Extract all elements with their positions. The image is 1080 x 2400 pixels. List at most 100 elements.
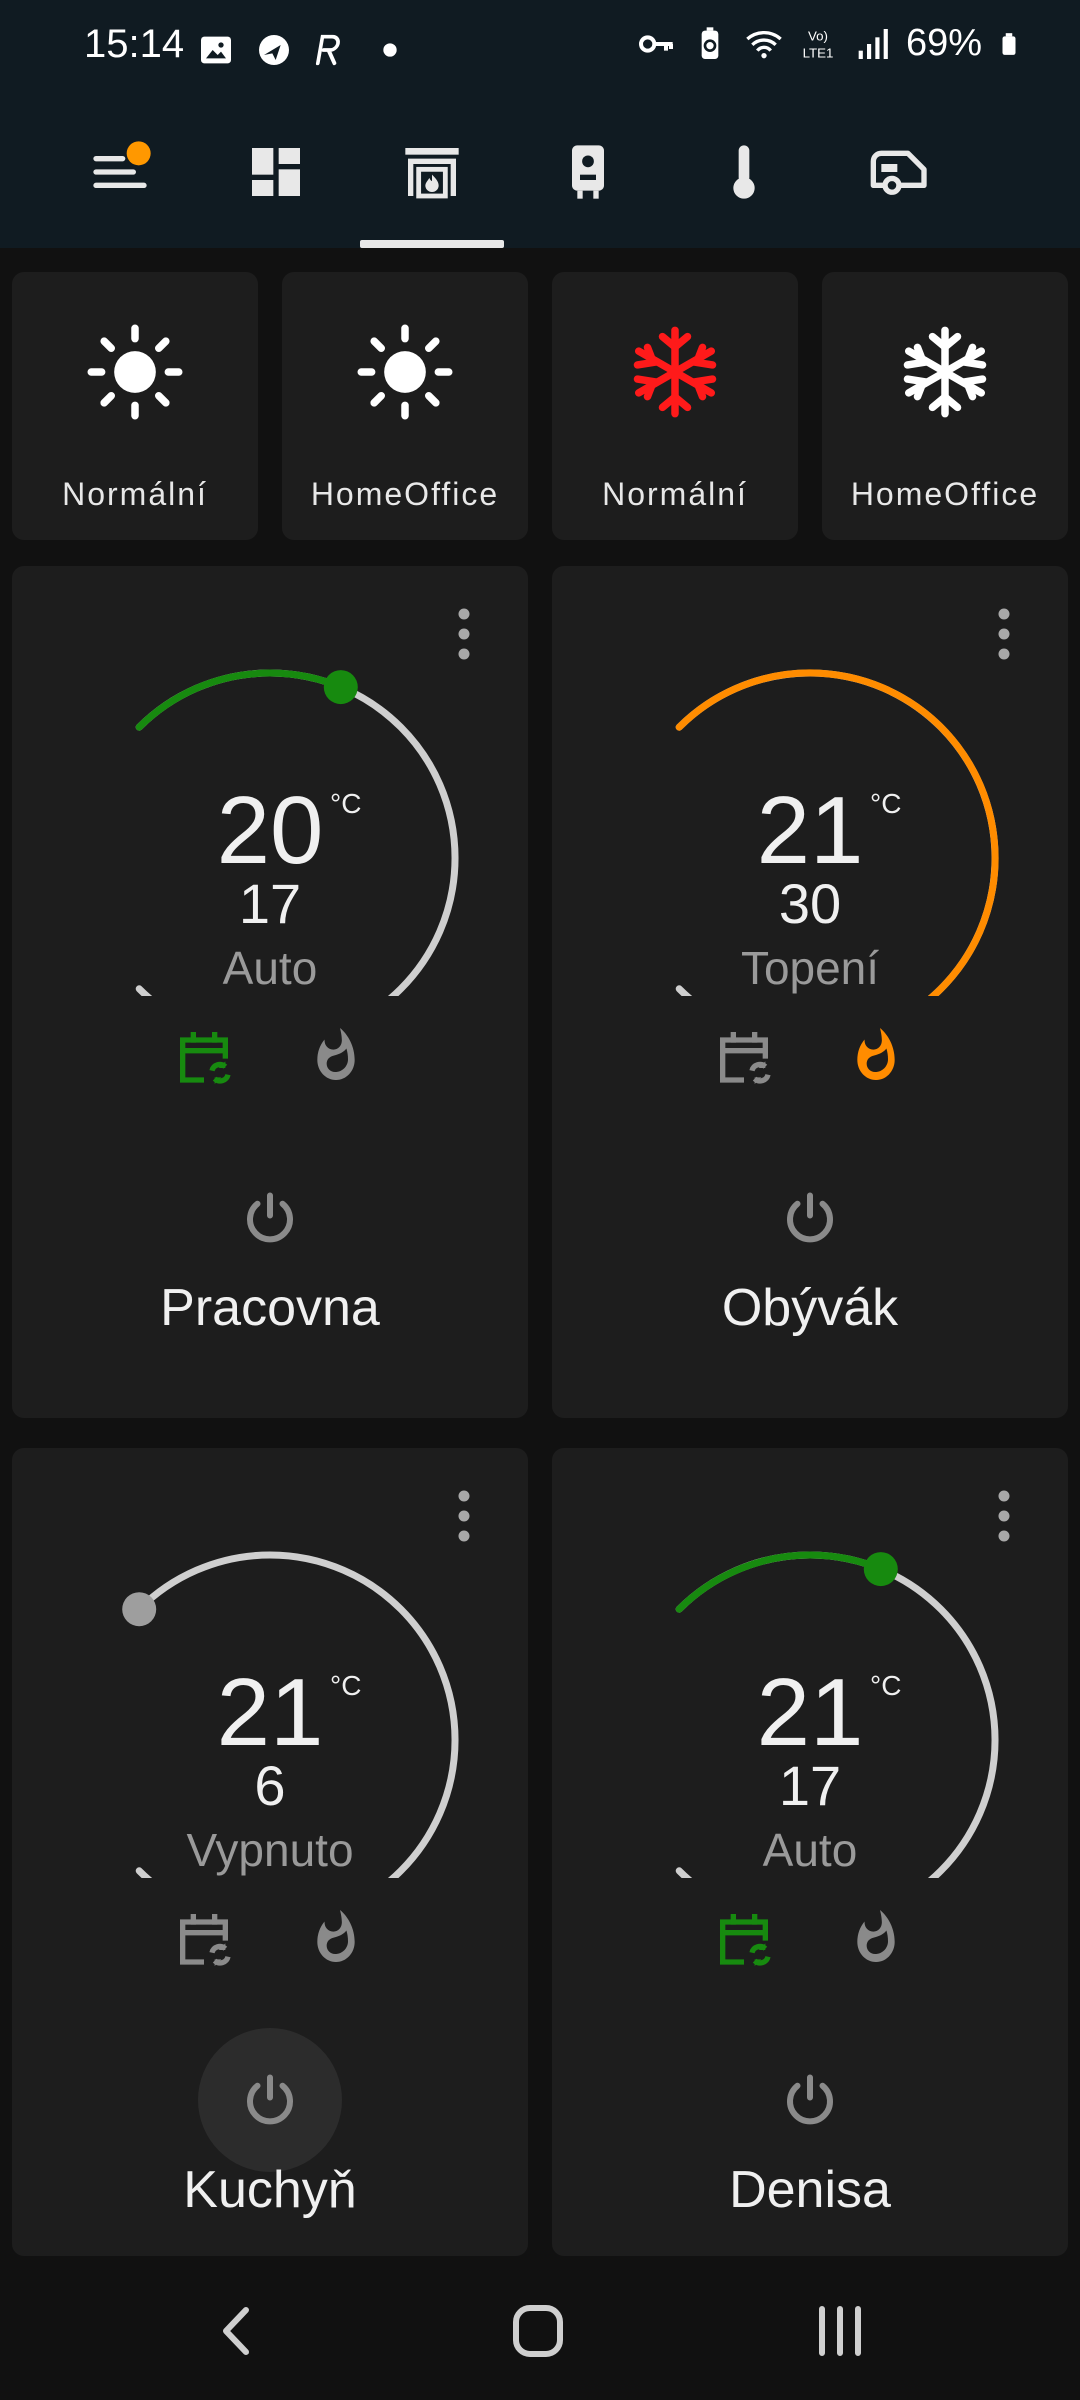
more-options-icon[interactable] [452,606,476,662]
thermostat-card: 21 °C 6 Vypnuto Kuchyň [12,1448,528,2256]
system-nav-bar [0,2256,1080,2400]
sun-icon [87,324,183,420]
calendar-sync-icon[interactable] [172,1906,236,1970]
temperature-gauge[interactable] [70,656,470,996]
flame-icon[interactable] [304,1906,368,1970]
power-icon [247,1192,293,1243]
target-temperature: 21 [216,1659,324,1766]
battery-icon [1002,32,1016,55]
mode-label: HomeOffice [310,476,500,512]
hvac-mode-label: Auto [222,942,318,994]
top-nav-tabs [0,100,1080,248]
thermostat-card: 20 °C 17 Auto Pracovna [12,566,528,1418]
more-options-icon[interactable] [992,1488,1016,1544]
caravan-icon [870,150,927,195]
r-app-icon [315,34,340,66]
battery-saver-icon [701,26,719,59]
flame-icon[interactable] [844,1024,908,1088]
hvac-mode-label: Auto [762,1824,858,1876]
temperature-unit: °C [330,1670,362,1701]
hvac-mode-label: Topení [740,942,880,994]
room-name: Pracovna [160,1279,380,1337]
fireplace-icon [405,148,459,199]
snowflake-icon [633,326,717,418]
mode-card-normalni-winter[interactable]: Normální [552,272,798,540]
power-icon [247,2074,293,2125]
power-icon [787,2074,833,2125]
active-tab-indicator [360,240,504,248]
target-temperature: 21 [756,777,864,884]
flame-icon[interactable] [844,1906,908,1970]
mode-card-homeoffice-winter[interactable]: HomeOffice [822,272,1068,540]
thermometer-icon [733,145,755,199]
gauge-track [135,1551,459,1878]
mode-card-normalni-day[interactable]: Normální [12,272,258,540]
temperature-gauge[interactable] [70,1538,470,1878]
gauge-active-arc [675,669,999,996]
battery-percent: 69% [905,22,982,64]
temperature-unit: °C [870,1670,902,1701]
wifi-icon [746,30,782,58]
home-icon[interactable] [498,2296,578,2366]
temperature-unit: °C [870,788,902,819]
setpoint-handle[interactable] [122,1592,157,1627]
target-temperature: 21 [756,1659,864,1766]
mode-card-homeoffice-day[interactable]: HomeOffice [282,272,528,540]
tab-menu[interactable] [48,120,192,224]
tab-dashboard[interactable] [204,120,348,224]
volte-icon: Vo) LTE1 [803,28,834,60]
power-button[interactable] [738,2028,882,2172]
sun-icon [357,324,453,420]
thermostat-card: 21 °C 30 Topení Obývák [552,566,1068,1418]
power-icon [787,1192,833,1243]
boiler-icon [572,145,604,199]
status-bar: 15:14 Vo) LTE1 69% [0,0,1080,100]
calendar-sync-icon[interactable] [172,1024,236,1088]
room-name: Denisa [729,2161,891,2219]
more-options-icon[interactable] [452,1488,476,1544]
temperature-gauge[interactable] [610,1538,1010,1878]
dashboard-icon [252,148,300,196]
back-icon[interactable] [196,2296,276,2366]
calendar-sync-icon[interactable] [712,1024,776,1088]
current-value: 30 [778,872,842,935]
room-name: Obývák [721,1279,899,1337]
recent-apps-icon[interactable] [800,2296,880,2366]
setpoint-handle[interactable] [323,670,358,705]
svg-text:Vo): Vo) [808,28,828,43]
menu-icon [93,141,151,188]
key-icon [638,34,673,53]
current-value: 17 [238,872,302,935]
mode-label: Normální [602,476,748,512]
power-button[interactable] [198,2028,342,2172]
signal-icon [858,28,888,59]
tab-thermometer[interactable] [672,120,816,224]
nav-app-icon [259,35,289,65]
current-value: 17 [778,1754,842,1817]
tab-boiler[interactable] [516,120,660,224]
gauge-active-arc [675,1551,885,1613]
tab-caravan[interactable] [828,120,972,224]
tab-fireplace[interactable] [360,120,504,224]
dot-icon [383,43,397,57]
room-name: Kuchyň [183,2161,357,2219]
more-options-icon[interactable] [992,606,1016,662]
power-button[interactable] [738,1146,882,1290]
setpoint-handle[interactable] [863,1552,898,1587]
flame-icon[interactable] [304,1024,368,1088]
temperature-gauge[interactable] [610,656,1010,996]
gauge-active-arc [135,669,345,731]
svg-text:LTE1: LTE1 [803,45,834,60]
status-time: 15:14 [84,22,185,66]
hvac-mode-label: Vypnuto [186,1824,354,1876]
target-temperature: 20 [216,777,324,884]
power-button[interactable] [198,1146,342,1290]
image-icon [201,36,231,64]
snowflake-icon [903,326,987,418]
thermostat-card: 21 °C 17 Auto Denisa [552,1448,1068,2256]
temperature-unit: °C [330,788,362,819]
mode-label: Normální [62,476,208,512]
calendar-sync-icon[interactable] [712,1906,776,1970]
mode-label: HomeOffice [850,476,1040,512]
notification-badge [126,141,151,166]
